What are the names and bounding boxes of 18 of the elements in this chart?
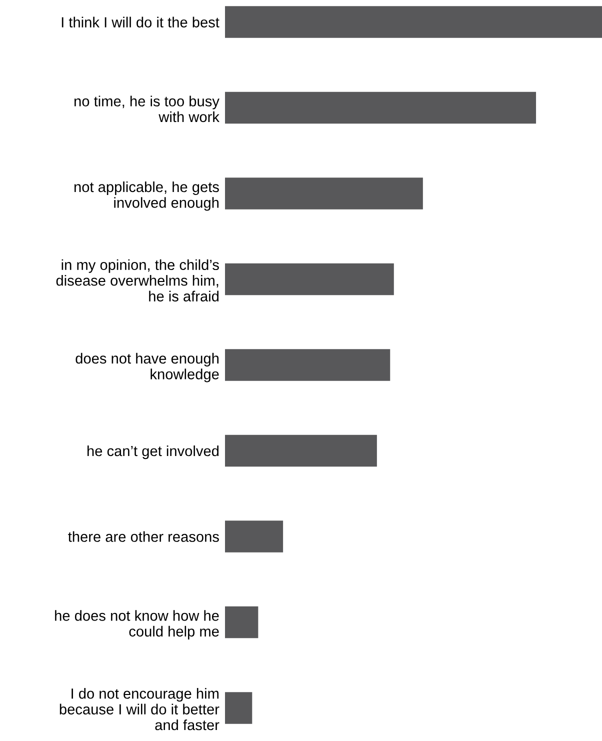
bar — [225, 263, 394, 296]
y-tick-label: not applicable, he gets involved enough — [74, 181, 219, 211]
bar — [225, 92, 536, 124]
bar — [225, 520, 284, 552]
y-tick-label: I think I will do it the best — [62, 16, 220, 28]
y-tick-label: he can’t get involved — [88, 445, 219, 460]
bar — [225, 692, 252, 724]
y-tick-label: there are other reasons — [68, 531, 219, 542]
bar — [225, 178, 423, 210]
bar — [225, 349, 390, 381]
y-tick-label: no time, he is too busy with work — [74, 96, 220, 122]
bar — [225, 606, 258, 638]
bar — [225, 6, 602, 38]
y-tick-label: in my opinion, the child’s disease overwhelms him, he is afraid — [56, 259, 219, 302]
bar — [225, 434, 377, 467]
y-tick-label: does not have enough knowledge — [76, 352, 219, 382]
y-tick-label: I do not encourage him because I will do it better and faster — [60, 688, 220, 730]
y-tick-label: he does not know how he could help me — [55, 610, 219, 640]
